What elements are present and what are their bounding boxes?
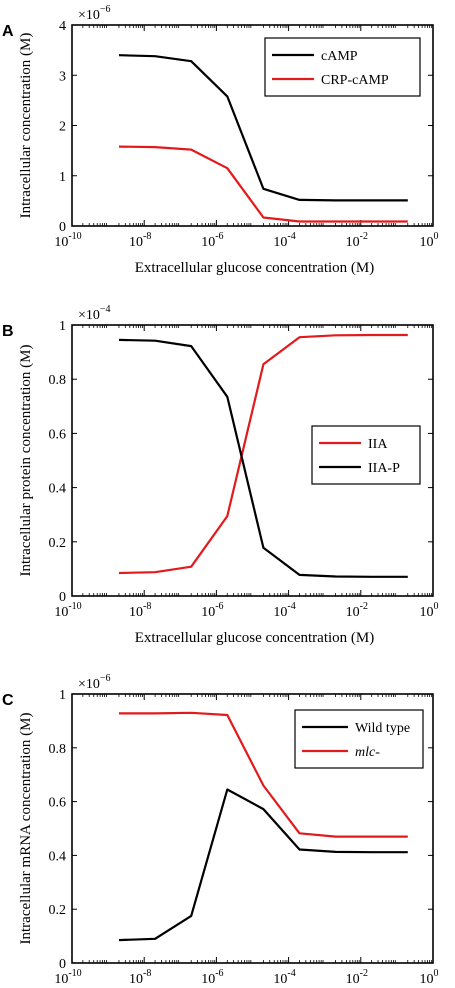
y-tick-label: 0: [59, 590, 66, 605]
y-tick-label: 4: [59, 19, 66, 34]
panel-letter: C: [2, 692, 14, 709]
y-axis-label: Intracellular mRNA concentration (M): [18, 712, 34, 944]
chart-panel-a: A 0 1 2 3 4 10-10 10-8 10-6 10-4 10-2 100 ×10−6 Extra…: [2, 4, 439, 276]
legend-label: IIA: [368, 437, 388, 452]
y-tick-label: 0.8: [49, 373, 67, 388]
y-tick-label: 0.8: [49, 742, 67, 757]
legend-box: [264, 37, 421, 97]
y-tick-label: 0.4: [49, 849, 67, 864]
chart-panel-c: C 0 0.2 0.4 0.6 0.8 1 10-10 10-8 10-6 10-4 10-2 100 ×…: [2, 673, 439, 987]
x-tick-label: 10-2: [346, 601, 368, 620]
y-tick-label: 0.2: [49, 536, 67, 551]
legend-label: Wild type: [355, 721, 410, 736]
x-tick-label: 10-10: [54, 968, 81, 987]
y-axis-label: Intracellular concentration (M): [18, 33, 34, 219]
legend-box: [294, 709, 424, 769]
x-tick-label: 10-6: [201, 968, 223, 987]
x-tick-label: 10-4: [273, 231, 295, 250]
y-multiplier: ×10−6: [78, 673, 111, 692]
y-tick-label: 0.6: [49, 796, 67, 811]
x-axis-label: Extracellular glucose concentration (M): [135, 260, 374, 276]
x-tick-label: 10-6: [201, 231, 223, 250]
y-axis-label: Intracellular protein concentration (M): [18, 345, 34, 577]
x-tick-label: 100: [420, 601, 439, 620]
axes-frame: [71, 693, 434, 964]
y-multiplier: ×10−6: [78, 4, 111, 23]
x-tick-label: 10-2: [346, 968, 368, 987]
y-multiplier: ×10−4: [78, 304, 111, 323]
x-tick-label: 10-10: [54, 601, 81, 620]
series-line-crp-camp: [118, 145, 408, 223]
series-line-mlc-: [119, 711, 408, 838]
x-tick-label: 100: [420, 231, 439, 250]
x-axis-label: Extracellular glucose concentration (M): [135, 630, 374, 646]
x-tick-label: 100: [420, 968, 439, 987]
x-tick-label: 10-4: [273, 601, 295, 620]
legend-box: [311, 425, 421, 485]
y-tick-label: 0.6: [49, 427, 67, 442]
x-tick-label: 10-2: [346, 231, 368, 250]
x-tick-label: 10-8: [129, 968, 151, 987]
series-line-wild-type: [118, 788, 408, 942]
series-line-iia-p: [118, 338, 408, 578]
x-tick-label: 10-8: [129, 231, 151, 250]
legend-label: CRP-cAMP: [321, 73, 389, 88]
y-tick-label: 3: [59, 69, 66, 84]
legend-label: mlc-: [355, 745, 380, 760]
y-tick-label: 1: [59, 688, 66, 703]
chart-panel-b: B 0 0.2 0.4 0.6 0.8 1 10-10 10-8 10-6 10-4 10-2 100 ×…: [2, 304, 439, 646]
x-tick-label: 10-8: [129, 601, 151, 620]
y-tick-label: 0.2: [49, 903, 67, 918]
x-tick-label: 10-10: [54, 231, 81, 250]
axes-frame: [71, 24, 434, 227]
legend-label: cAMP: [321, 49, 358, 64]
y-tick-label: 1: [59, 170, 66, 185]
y-tick-label: 2: [59, 120, 66, 135]
series-line-iia: [118, 333, 408, 575]
y-tick-label: 1: [59, 319, 66, 334]
y-tick-label: 0: [59, 220, 66, 235]
x-tick-label: 10-4: [273, 968, 295, 987]
panel-letter: A: [2, 23, 14, 40]
legend-label: IIA-P: [368, 461, 400, 476]
series-line-camp: [118, 54, 408, 202]
y-tick-label: 0: [59, 957, 66, 972]
panel-letter: B: [2, 323, 14, 340]
x-tick-label: 10-6: [201, 601, 223, 620]
y-tick-label: 0.4: [49, 482, 67, 497]
axes-frame: [71, 324, 434, 597]
